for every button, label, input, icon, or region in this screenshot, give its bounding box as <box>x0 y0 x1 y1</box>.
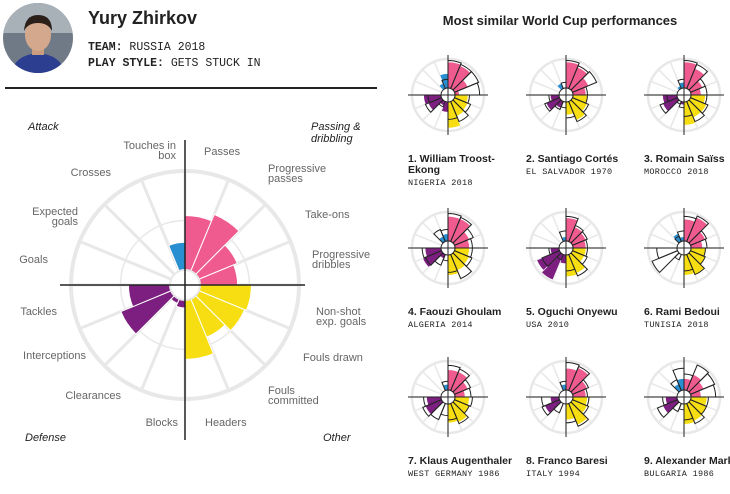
header-divider <box>5 87 377 89</box>
similar-player-team-5: USA 2010 <box>526 320 570 330</box>
similar-chart-7 <box>408 357 488 437</box>
similar-player-name-2: 2. Santiago Cortés <box>526 153 619 165</box>
similar-player-team-4: ALGERIA 2014 <box>408 320 473 330</box>
similar-player-name-5: 5. Oguchi Onyewu <box>526 306 618 318</box>
quadrant-passing-dribbling: Passing & dribbling <box>311 121 361 145</box>
label-passes: Passes <box>204 146 241 158</box>
similar-player-name-4: 4. Faouzi Ghoulam <box>408 306 502 318</box>
label-fouls-committed: Fouls committed <box>268 385 319 407</box>
similar-player-name-8: 8. Franco Baresi <box>526 455 608 467</box>
play-style-value: GETS STUCK IN <box>170 57 261 70</box>
similar-chart-6 <box>644 208 724 288</box>
similar-chart-3 <box>644 55 724 135</box>
label-goals: Goals <box>19 254 48 266</box>
label-blocks: Blocks <box>146 417 179 429</box>
guide-spoke <box>103 203 176 276</box>
similar-player-team-3: MOROCCO 2018 <box>644 167 709 177</box>
similar-player-name-3: 3. Romain Saïss <box>644 153 725 165</box>
similar-chart-9 <box>644 357 724 437</box>
player-photo <box>3 3 73 73</box>
guide-spoke <box>139 298 181 391</box>
quadrant-defense: Defense <box>25 432 66 444</box>
label-non-shot-exp-goals: Non-shot exp. goals <box>316 306 367 328</box>
similar-player-team-1: NIGERIA 2018 <box>408 178 473 188</box>
label-clearances: Clearances <box>65 390 121 402</box>
team-value: RUSSIA 2018 <box>129 41 206 54</box>
similar-player-team-8: ITALY 1994 <box>526 469 581 479</box>
similar-chart-2 <box>526 55 606 135</box>
quadrant-other: Other <box>323 432 352 444</box>
label-touches-in-box: Touches in box <box>123 140 176 162</box>
label-take-ons: Take-ons <box>305 209 350 221</box>
guide-spoke <box>79 239 172 281</box>
team-line: TEAM: RUSSIA 2018 <box>88 41 205 54</box>
similar-player-team-9: BULGARIA 1986 <box>644 469 715 479</box>
similar-player-team-7: WEST GERMANY 1986 <box>408 469 500 479</box>
label-crosses: Crosses <box>71 167 112 179</box>
quadrant-attack: Attack <box>27 121 59 133</box>
similar-player-name-7: 7. Klaus Augenthaler <box>408 455 513 467</box>
play-style-label: PLAY STYLE: <box>88 57 164 70</box>
label-progressive-passes: Progressive passes <box>268 163 326 185</box>
similar-player-name-9: 9. Alexander Markov <box>644 455 730 467</box>
similar-chart-4 <box>408 208 488 288</box>
similar-player-team-6: TUNISIA 2018 <box>644 320 709 330</box>
similar-chart-8 <box>526 357 606 437</box>
similar-chart-1 <box>408 55 488 135</box>
similar-player-team-2: EL SALVADOR 1970 <box>526 167 613 177</box>
similar-player-name-1: 1. William Troost-Ekong <box>408 153 495 176</box>
label-tackles: Tackles <box>20 306 57 318</box>
label-expected-goals: Expected goals <box>32 206 78 228</box>
label-interceptions: Interceptions <box>23 350 86 362</box>
similar-chart-5 <box>526 208 606 288</box>
player-name: Yury Zhirkov <box>88 8 198 28</box>
label-headers: Headers <box>205 417 247 429</box>
team-label: TEAM: <box>88 41 123 54</box>
label-progressive-dribbles: Progressive dribbles <box>312 249 370 271</box>
label-fouls-drawn: Fouls drawn <box>303 352 363 364</box>
player-avatar <box>3 3 73 73</box>
play-style-line: PLAY STYLE: GETS STUCK IN <box>88 57 261 70</box>
similar-title: Most similar World Cup performances <box>442 13 678 28</box>
main-polar-chart: Passes Progressive passes Take-ons Progressi… <box>19 121 370 444</box>
similar-player-name-6: 6. Rami Bedoui <box>644 306 720 318</box>
